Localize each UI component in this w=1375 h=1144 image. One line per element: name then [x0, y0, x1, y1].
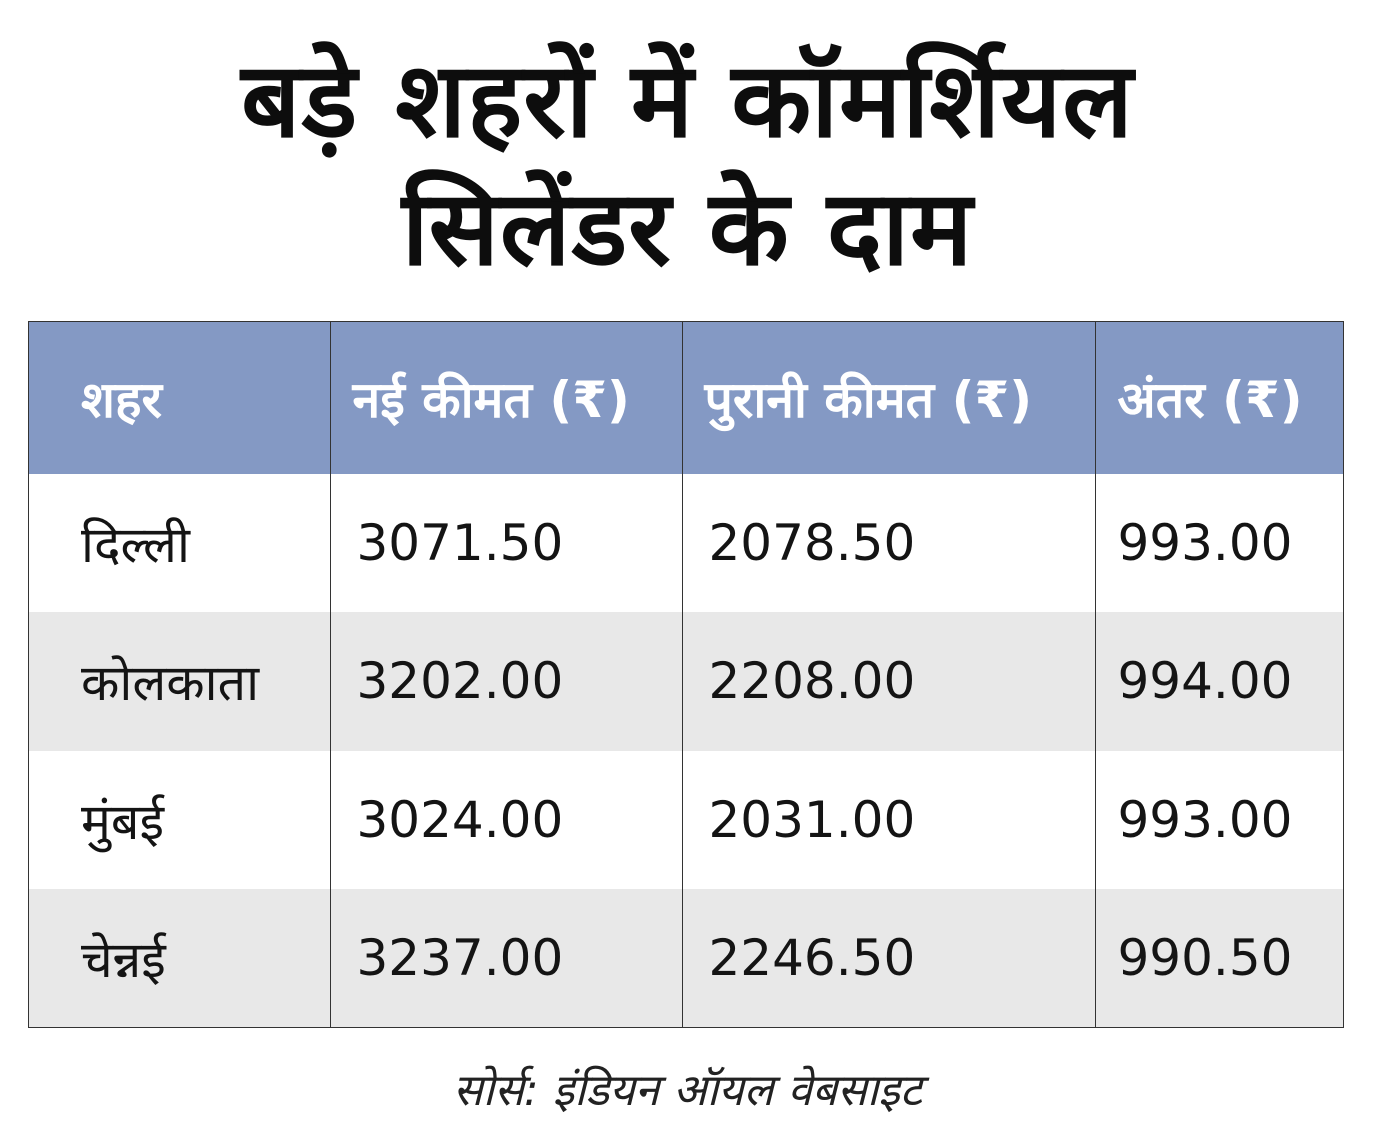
cell-city: दिल्ली: [29, 474, 331, 613]
price-table: शहर नई कीमत (₹) पुरानी कीमत (₹) अंतर (₹)…: [28, 321, 1344, 1028]
cell-city: मुंबई: [29, 750, 331, 889]
source-note: सोर्स: इंडियन ऑयल वेबसाइट: [452, 1065, 923, 1116]
column-header-difference: अंतर (₹): [1095, 322, 1343, 474]
cell-difference: 994.00: [1117, 652, 1293, 711]
cell-old-price: 2246.50: [682, 888, 1096, 1027]
table-header: शहर नई कीमत (₹) पुरानी कीमत (₹) अंतर (₹): [29, 322, 1343, 474]
cell-difference: 990.50: [1117, 928, 1293, 987]
table-body: दिल्ली 3071.50 2078.50 993.00 कोलकाता 32…: [29, 474, 1343, 1027]
table-row: मुंबई 3024.00 2031.00 993.00: [29, 750, 1343, 889]
cell-new-price: 3237.00: [330, 888, 683, 1027]
column-header-new-price: नई कीमत (₹): [330, 322, 683, 474]
table-row: कोलकाता 3202.00 2208.00 994.00: [29, 612, 1343, 751]
cell-city: चेन्नई: [29, 888, 331, 1027]
table-row: दिल्ली 3071.50 2078.50 993.00: [29, 474, 1343, 613]
page-title-line-1: बड़े शहरों में कॉमर्शियल: [241, 39, 1134, 161]
cell-old-price: 2031.00: [682, 750, 1096, 889]
cell-city: कोलकाता: [29, 612, 331, 751]
cell-old-price: 2208.00: [682, 612, 1096, 751]
cell-new-price: 3024.00: [330, 750, 683, 889]
cell-difference: 993.00: [1117, 514, 1293, 573]
cell-difference: 993.00: [1117, 790, 1293, 849]
page-title: बड़े शहरों में कॉमर्शियल सिलेंडर के दाम: [0, 36, 1375, 292]
table-row: चेन्नई 3237.00 2246.50 990.50: [29, 888, 1343, 1027]
cell-old-price: 2078.50: [682, 474, 1096, 613]
column-header-old-price: पुरानी कीमत (₹): [682, 322, 1096, 474]
page-title-line-2: सिलेंडर के दाम: [401, 167, 974, 289]
table-header-row: शहर नई कीमत (₹) पुरानी कीमत (₹) अंतर (₹): [29, 322, 1343, 474]
column-header-city: शहर: [29, 322, 331, 474]
cell-new-price: 3202.00: [330, 612, 683, 751]
cell-new-price: 3071.50: [330, 474, 683, 613]
